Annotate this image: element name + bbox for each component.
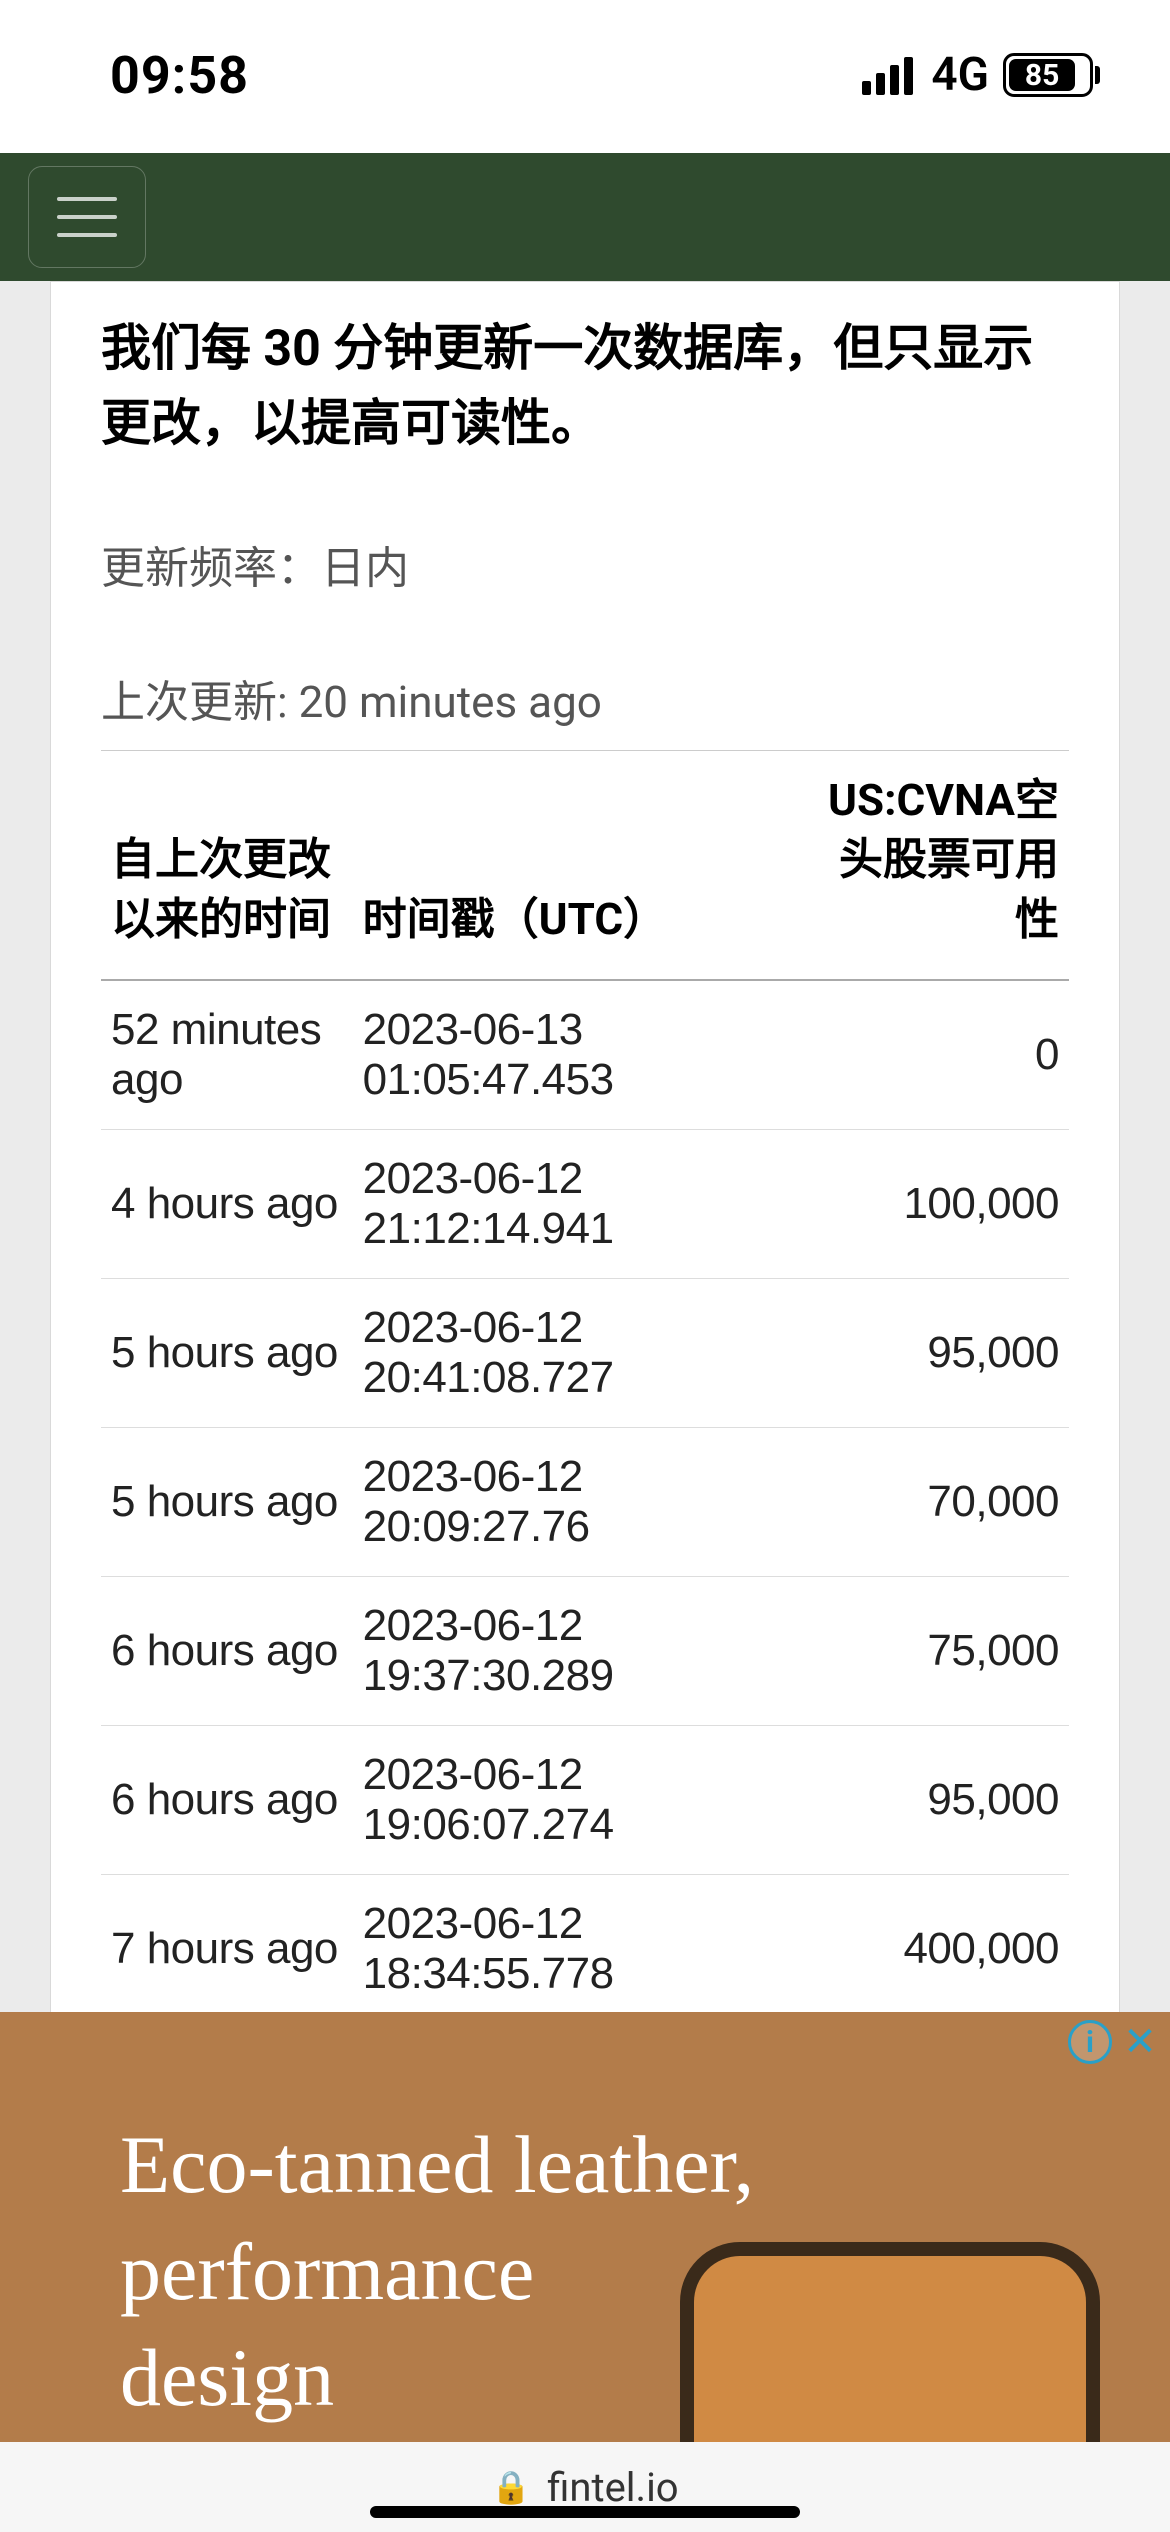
app-header [0, 153, 1170, 281]
table-row: 6 hours ago2023-06-12 19:37:30.28975,000 [101, 1577, 1069, 1726]
cell-ago: 5 hours ago [101, 1279, 353, 1428]
browser-domain: fintel.io [547, 2464, 678, 2511]
col-header-value[interactable]: US:CVNA空头股票可用性 [798, 751, 1069, 981]
ad-banner[interactable]: i ✕ Eco-tanned leather, performance desi… [0, 2012, 1170, 2442]
status-indicators: 4G 85 [862, 48, 1100, 102]
cell-value: 0 [798, 980, 1069, 1130]
cell-ago: 52 minutes ago [101, 980, 353, 1130]
table-row: 6 hours ago2023-06-12 19:06:07.27495,000 [101, 1726, 1069, 1875]
signal-icon [862, 55, 913, 95]
cell-timestamp: 2023-06-12 20:41:08.727 [353, 1279, 798, 1428]
last-updated: 上次更新: 20 minutes ago [101, 666, 1069, 750]
status-time: 09:58 [110, 45, 249, 106]
cell-value: 70,000 [798, 1428, 1069, 1577]
network-label: 4G [931, 48, 989, 102]
col-header-ago[interactable]: 自上次更改以来的时间 [101, 751, 353, 981]
ad-info-icon[interactable]: i [1068, 2020, 1112, 2064]
updated-value: 20 minutes ago [299, 676, 602, 728]
cell-timestamp: 2023-06-12 21:12:14.941 [353, 1130, 798, 1279]
battery-percent: 85 [1009, 59, 1075, 91]
table-row: 5 hours ago2023-06-12 20:09:27.7670,000 [101, 1428, 1069, 1577]
cell-value: 95,000 [798, 1726, 1069, 1875]
table-row: 52 minutes ago2023-06-13 01:05:47.4530 [101, 980, 1069, 1130]
update-frequency: 更新频率：日内 [101, 532, 1069, 596]
cell-value: 400,000 [798, 1875, 1069, 2024]
cell-timestamp: 2023-06-13 01:05:47.453 [353, 980, 798, 1130]
ad-headline: Eco-tanned leather, performance design [120, 2112, 754, 2432]
cell-timestamp: 2023-06-12 19:06:07.274 [353, 1726, 798, 1875]
cell-ago: 7 hours ago [101, 1875, 353, 2024]
table-row: 7 hours ago2023-06-12 18:34:55.778400,00… [101, 1875, 1069, 2024]
freq-value: 日内 [321, 542, 409, 594]
cell-ago: 5 hours ago [101, 1428, 353, 1577]
cell-timestamp: 2023-06-12 20:09:27.76 [353, 1428, 798, 1577]
table-row: 4 hours ago2023-06-12 21:12:14.941100,00… [101, 1130, 1069, 1279]
cell-timestamp: 2023-06-12 19:37:30.289 [353, 1577, 798, 1726]
table-row: 5 hours ago2023-06-12 20:41:08.72795,000 [101, 1279, 1069, 1428]
col-header-timestamp[interactable]: 时间戳（UTC） [353, 751, 798, 981]
cell-ago: 6 hours ago [101, 1577, 353, 1726]
lock-icon: 🔒 [491, 2468, 531, 2506]
freq-label: 更新频率： [101, 542, 321, 594]
ad-product-image [680, 2242, 1100, 2442]
intro-text: 我们每 30 分钟更新一次数据库，但只显示更改，以提高可读性。 [101, 312, 1069, 462]
home-indicator[interactable] [370, 2506, 800, 2518]
cell-value: 100,000 [798, 1130, 1069, 1279]
updated-label: 上次更新: [101, 676, 299, 728]
menu-button[interactable] [28, 166, 146, 268]
cell-value: 75,000 [798, 1577, 1069, 1726]
status-bar: 09:58 4G 85 [0, 0, 1170, 150]
ad-close-icon[interactable]: ✕ [1118, 2020, 1162, 2064]
browser-address-bar[interactable]: 🔒 fintel.io [0, 2442, 1170, 2532]
cell-timestamp: 2023-06-12 18:34:55.778 [353, 1875, 798, 2024]
cell-value: 95,000 [798, 1279, 1069, 1428]
battery-icon: 85 [1003, 53, 1100, 97]
cell-ago: 4 hours ago [101, 1130, 353, 1279]
cell-ago: 6 hours ago [101, 1726, 353, 1875]
